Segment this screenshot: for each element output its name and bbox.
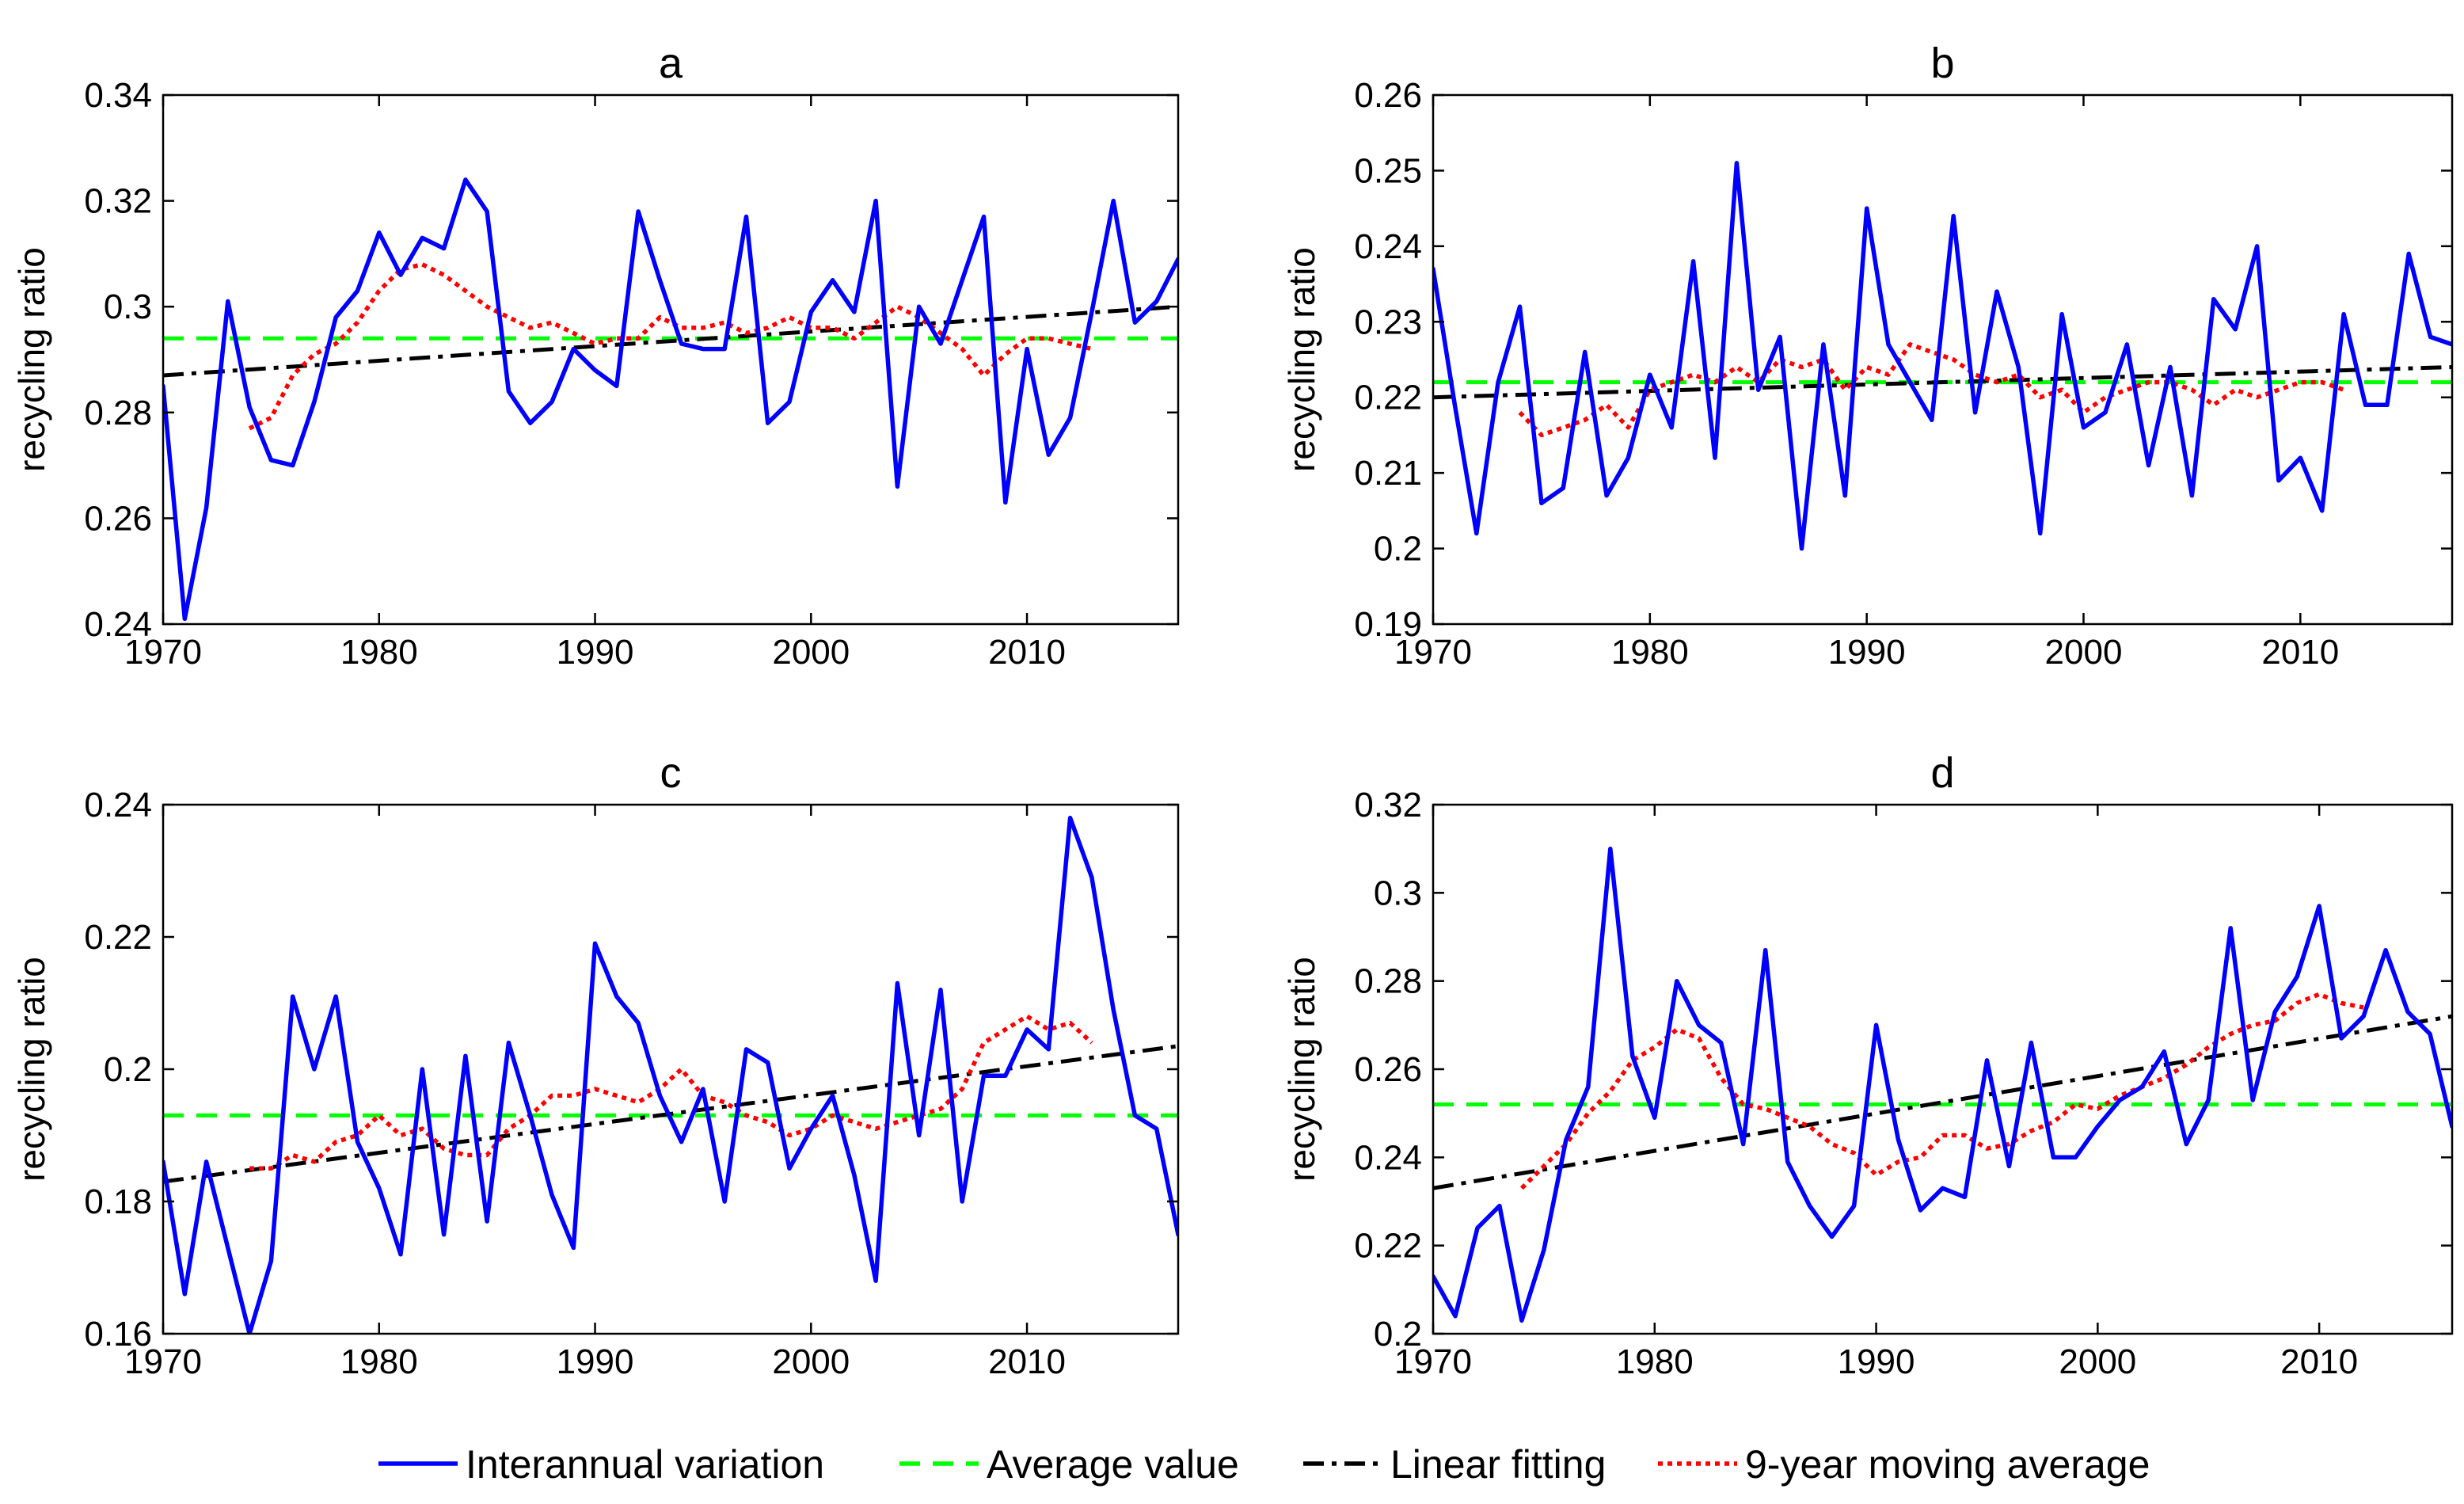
y-tick-label: 0.26	[1354, 1050, 1422, 1089]
y-tick-label: 0.23	[1354, 303, 1422, 341]
panel-title: a	[659, 40, 683, 87]
x-tick-label: 2010	[2261, 633, 2339, 672]
legend-label: Interannual variation	[466, 1442, 824, 1487]
x-tick-label: 2000	[2059, 1342, 2136, 1381]
series-line-linear	[1433, 365, 2452, 400]
y-tick-label: 0.32	[84, 182, 152, 221]
y-axis-label: recycling ratio	[1281, 247, 1322, 472]
y-tick-label: 0.25	[1354, 151, 1422, 190]
legend-label: Average value	[987, 1442, 1239, 1487]
x-tick-label: 2000	[2045, 633, 2123, 672]
y-axis-label: recycling ratio	[11, 957, 52, 1182]
x-tick-label: 1990	[1838, 1342, 1915, 1381]
x-tick-label: 1990	[557, 633, 634, 672]
panel-a: 1970 1980 1990 2000 2010 0.24 0.26 0.28 0.3 0.32 0…	[11, 40, 1180, 672]
y-tick-label: 0.26	[84, 499, 152, 538]
series-group	[163, 177, 1178, 622]
panel-title: b	[1930, 40, 1954, 87]
series-group	[163, 815, 1178, 1334]
y-tick-label: 0.24	[1354, 227, 1422, 266]
x-tick-label: 1970	[124, 633, 202, 672]
y-tick-label: 0.2	[1374, 530, 1422, 569]
panel-title: c	[660, 749, 682, 797]
panel-d: 1970 1980 1990 2000 2010 0.2 0.22 0.24 0.26 0.28 0…	[1281, 749, 2454, 1381]
series-line-interannual	[1433, 846, 2452, 1323]
x-tick-label: 2000	[772, 1342, 850, 1381]
y-tick-label: 0.21	[1354, 454, 1422, 493]
x-tick-label: 2010	[2280, 1342, 2358, 1381]
x-tick-label: 1970	[1394, 1342, 1472, 1381]
axes-box	[1432, 93, 2454, 626]
x-tick-label: 1980	[340, 1342, 418, 1381]
legend-label: Linear fitting	[1390, 1442, 1606, 1487]
legend-label: 9-year moving average	[1745, 1442, 2150, 1487]
series-line-interannual	[163, 177, 1178, 622]
x-tick-label: 2010	[988, 1342, 1066, 1381]
panel-c: 1970 1980 1990 2000 2010 0.16 0.18 0.2 0.22 0.24 c…	[11, 749, 1180, 1381]
y-tick-label: 0.32	[1354, 786, 1422, 824]
x-tick-label: 1980	[340, 633, 418, 672]
y-tick-label: 0.19	[1354, 605, 1422, 644]
x-tick-label: 2010	[988, 633, 1066, 672]
y-axis-label: recycling ratio	[1281, 957, 1322, 1182]
x-tick-label: 1970	[124, 1342, 202, 1381]
y-tick-label: 0.28	[84, 394, 152, 432]
axes-box	[162, 93, 1180, 626]
y-tick-label: 0.3	[1374, 874, 1422, 912]
x-tick-label: 1980	[1616, 1342, 1694, 1381]
y-tick-label: 0.24	[84, 605, 152, 644]
y-tick-label: 0.2	[1374, 1315, 1422, 1354]
legend: Interannual variation Average value Linear…	[378, 1442, 2150, 1487]
y-tick-label: 0.26	[1354, 76, 1422, 115]
y-tick-label: 0.22	[84, 918, 152, 957]
x-tick-label: 2000	[772, 633, 850, 672]
legend-item-moving: 9-year moving average	[1658, 1442, 2150, 1487]
x-tick-label: 1990	[1828, 633, 1906, 672]
series-line-linear	[163, 304, 1178, 378]
x-tick-label: 1970	[1394, 633, 1472, 672]
panels: 1970 1980 1990 2000 20100.240.260.280.30.320…	[11, 40, 2454, 1381]
series-line-moving	[1519, 992, 2364, 1190]
series-line-interannual	[1433, 161, 2452, 551]
y-tick-label: 0.28	[1354, 962, 1422, 1001]
y-tick-label: 0.34	[84, 76, 152, 115]
series-group	[1433, 846, 2452, 1323]
y-tick-label: 0.18	[84, 1182, 152, 1221]
panel-b: 1970 1980 1990 2000 2010 0.19 0.2 0.21 0.22 0.23 0…	[1281, 40, 2454, 672]
series-line-moving	[248, 262, 1093, 431]
y-tick-label: 0.2	[104, 1050, 152, 1089]
panel-title: d	[1930, 749, 1954, 797]
legend-item-interannual: Interannual variation	[378, 1442, 824, 1487]
x-tick-label: 1990	[557, 1342, 634, 1381]
series-group	[1433, 161, 2452, 551]
y-axis-label: recycling ratio	[11, 247, 52, 472]
series-line-interannual	[163, 815, 1178, 1334]
legend-item-average: Average value	[899, 1442, 1239, 1487]
series-line-linear	[1433, 1014, 2452, 1190]
legend-item-linear: Linear fitting	[1303, 1442, 1606, 1487]
y-tick-label: 0.22	[1354, 1227, 1422, 1266]
y-tick-label: 0.24	[1354, 1138, 1422, 1177]
y-tick-label: 0.24	[84, 786, 152, 824]
y-tick-label: 0.22	[1354, 379, 1422, 417]
x-tick-label: 1980	[1611, 633, 1689, 672]
series-line-moving	[249, 1014, 1093, 1171]
y-tick-label: 0.16	[84, 1315, 152, 1354]
y-tick-label: 0.3	[104, 287, 152, 326]
